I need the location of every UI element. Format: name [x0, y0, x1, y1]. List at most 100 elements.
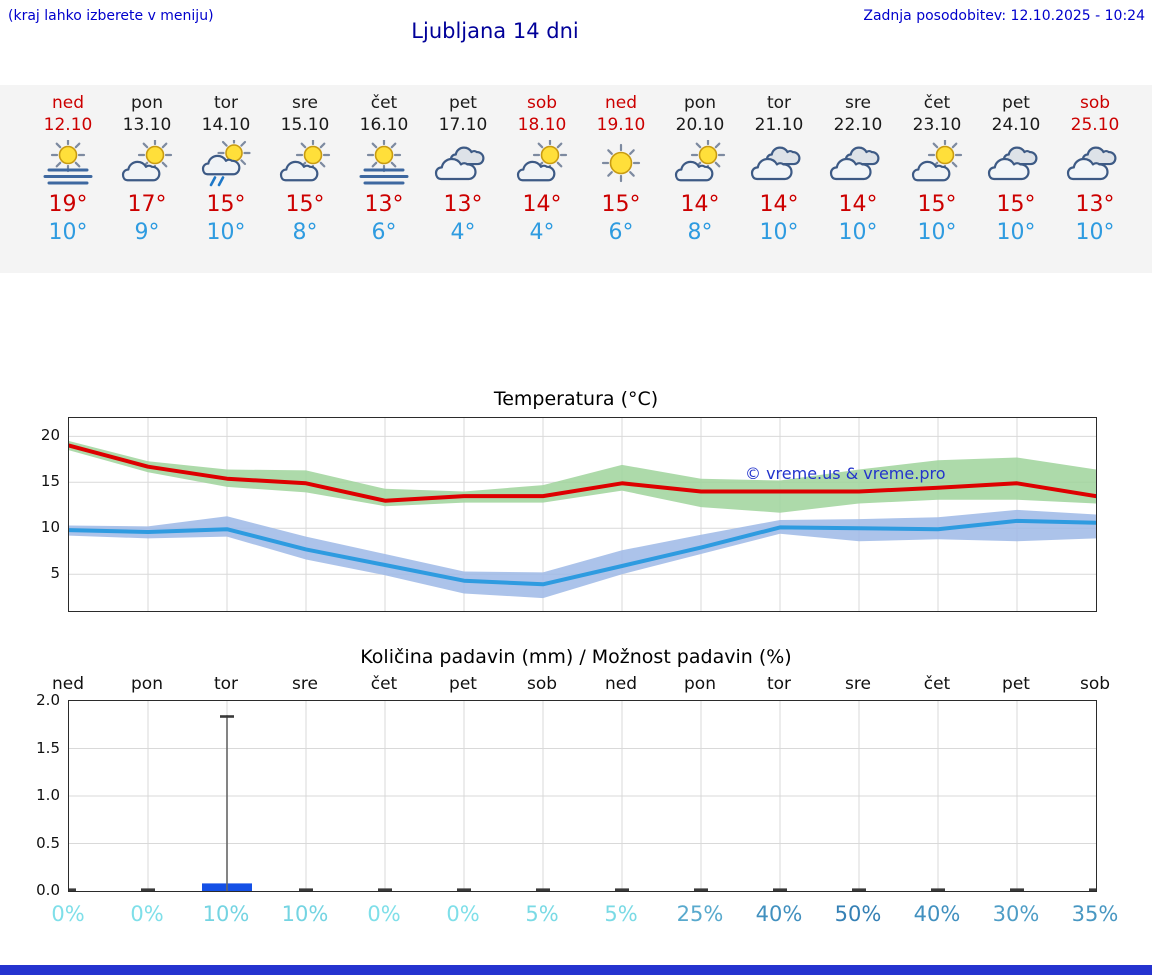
day-date: 15.10 — [280, 115, 330, 135]
temperature-plot — [69, 418, 1096, 611]
precip-probability: 40% — [755, 902, 803, 926]
temperature-chart: © vreme.us & vreme.pro — [68, 417, 1097, 612]
sun-cloud-icon — [897, 137, 977, 190]
day-high-temp: 15° — [917, 192, 957, 217]
day-name: sob — [526, 93, 558, 113]
precip-day-label: čet — [923, 674, 951, 694]
day-low-temp: 4° — [450, 220, 476, 245]
clouds-icon — [1055, 140, 1135, 190]
page-title: Ljubljana 14 dni — [411, 19, 579, 43]
temperature-chart-title: Temperatura (°C) — [493, 388, 659, 410]
day-name: tor — [766, 93, 792, 113]
day-date: 12.10 — [43, 115, 93, 135]
day-date: 20.10 — [675, 115, 725, 135]
precip-day-label: pon — [131, 674, 163, 694]
precipitation-plot — [69, 701, 1096, 891]
precip-day-label: pet — [1002, 674, 1030, 694]
precipitation-chart — [68, 700, 1097, 892]
precip-probability: 30% — [992, 902, 1040, 926]
day-name: ned — [51, 93, 85, 113]
day-low-temp: 10° — [1075, 220, 1115, 245]
precip-day-label: pon — [684, 674, 716, 694]
precip-probability: 25% — [676, 902, 724, 926]
day-high-temp: 13° — [1075, 192, 1115, 217]
sun-cloud-rain-icon — [186, 136, 266, 190]
precip-probability: 50% — [834, 902, 882, 926]
day-low-temp: 4° — [529, 220, 555, 245]
precip-probability: 10% — [281, 902, 329, 926]
precip-probability: 0% — [446, 902, 480, 926]
precip-probability: 10% — [202, 902, 250, 926]
day-low-temp: 6° — [608, 220, 634, 245]
day-high-temp: 17° — [127, 192, 167, 217]
day-low-temp: 10° — [48, 220, 88, 245]
clouds-icon — [739, 140, 819, 190]
precip-day-label: sre — [292, 674, 318, 694]
day-high-temp: 14° — [759, 192, 799, 217]
day-high-temp: 14° — [522, 192, 562, 217]
sun-icon — [581, 140, 661, 190]
day-low-temp: 6° — [371, 220, 397, 245]
precip-y-tick-label: 2.0 — [36, 691, 60, 709]
precip-day-label: tor — [766, 674, 792, 694]
day-date: 13.10 — [122, 115, 172, 135]
day-date: 22.10 — [833, 115, 883, 135]
day-low-temp: 10° — [206, 220, 246, 245]
day-low-temp: 10° — [759, 220, 799, 245]
precip-day-label: ned — [51, 674, 85, 694]
precip-day-label: pet — [449, 674, 477, 694]
sun-cloud-icon — [107, 137, 187, 190]
precip-day-label: ned — [604, 674, 638, 694]
day-date: 14.10 — [201, 115, 251, 135]
precip-day-label: tor — [213, 674, 239, 694]
day-date: 21.10 — [754, 115, 804, 135]
day-name: sob — [1079, 93, 1111, 113]
day-date: 17.10 — [438, 115, 488, 135]
forecast-day: ned 19.10 15° 6° — [581, 85, 661, 245]
day-high-temp: 15° — [285, 192, 325, 217]
clouds-icon — [818, 140, 898, 190]
day-date: 16.10 — [359, 115, 409, 135]
day-date: 18.10 — [517, 115, 567, 135]
clouds-icon — [976, 140, 1056, 190]
day-name: čet — [923, 93, 951, 113]
temp-y-tick-label: 15 — [40, 472, 60, 491]
precip-probability: 35% — [1071, 902, 1119, 926]
temp-y-tick-label: 5 — [50, 564, 60, 583]
forecast-day: tor 21.10 14° 10° — [739, 85, 819, 245]
precip-probability: 0% — [130, 902, 164, 926]
precip-probability: 0% — [367, 902, 401, 926]
day-date: 25.10 — [1070, 115, 1120, 135]
day-low-temp: 10° — [996, 220, 1036, 245]
precip-y-tick-label: 0.5 — [36, 833, 60, 852]
forecast-day: sob 18.10 14° 4° — [502, 85, 582, 245]
day-high-temp: 14° — [838, 192, 878, 217]
day-low-temp: 10° — [838, 220, 878, 245]
day-name: pon — [684, 93, 716, 113]
day-name: pon — [131, 93, 163, 113]
day-name: tor — [213, 93, 239, 113]
precip-probability: 5% — [604, 902, 638, 926]
watermark: © vreme.us & vreme.pro — [745, 464, 946, 483]
precip-day-label: sob — [1079, 674, 1111, 694]
day-high-temp: 14° — [680, 192, 720, 217]
precip-y-tick-label: 1.0 — [36, 786, 60, 804]
precip-y-tick-label: 1.5 — [36, 738, 60, 757]
day-name: pet — [1002, 93, 1030, 113]
day-date: 24.10 — [991, 115, 1041, 135]
clouds-icon — [423, 140, 503, 190]
day-date: 19.10 — [596, 115, 646, 135]
day-low-temp: 8° — [292, 220, 318, 245]
sun-fog-icon — [28, 137, 108, 190]
day-high-temp: 15° — [996, 192, 1036, 217]
forecast-day: sob 25.10 13° 10° — [1055, 85, 1135, 245]
day-high-temp: 13° — [364, 192, 404, 217]
precip-day-label: čet — [370, 674, 398, 694]
precip-probability: 40% — [913, 902, 961, 926]
day-name: ned — [604, 93, 638, 113]
day-low-temp: 10° — [917, 220, 957, 245]
temp-y-tick-label: 20 — [40, 426, 60, 445]
day-low-temp: 9° — [134, 220, 160, 245]
forecast-day: pet 17.10 13° 4° — [423, 85, 503, 245]
temp-y-tick-label: 10 — [40, 518, 60, 537]
